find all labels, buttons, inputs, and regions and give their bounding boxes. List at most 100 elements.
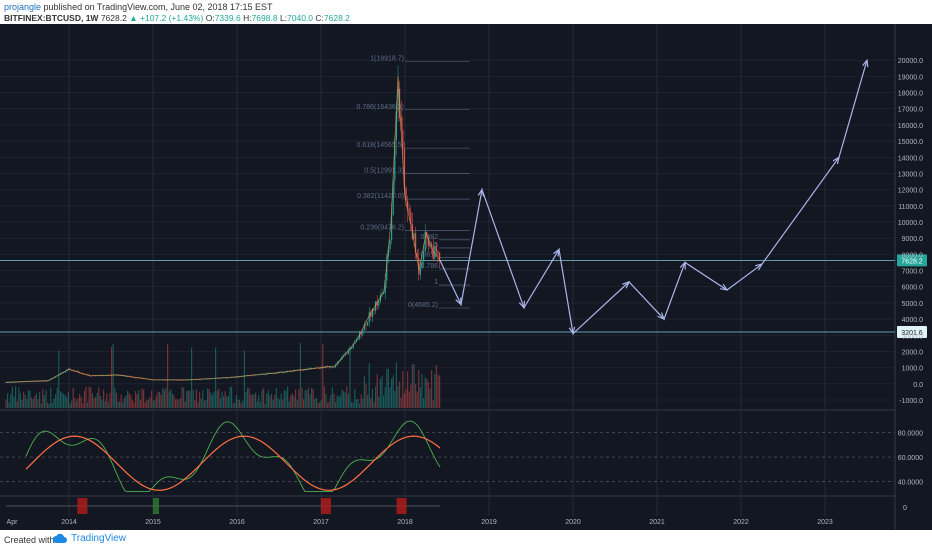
volume-bar <box>141 388 143 408</box>
volume-bar <box>291 393 293 408</box>
candle-body <box>346 353 348 354</box>
price-chart[interactable]: 7628.2 3201.6 1(19918.7) 0.786(16436.3) 0.6… <box>0 24 932 530</box>
tradingview-logo[interactable]: TradingView <box>52 533 126 544</box>
volume-bar <box>59 391 61 408</box>
volume-bar <box>189 390 191 408</box>
candle-body <box>394 139 396 181</box>
volume-bar <box>335 402 337 408</box>
volume-bar <box>336 395 338 408</box>
candle-body <box>357 338 359 340</box>
candle-body <box>437 251 439 253</box>
volume-bar <box>171 393 173 408</box>
volume-bar <box>261 389 263 408</box>
volume-bar <box>139 399 141 408</box>
volume-bar <box>219 398 221 408</box>
volume-bar <box>63 394 65 408</box>
candle-body <box>351 348 353 350</box>
volume-bar <box>299 342 301 408</box>
volume-bar <box>288 401 290 408</box>
volume-bar <box>93 397 95 408</box>
volume-bar <box>130 395 132 408</box>
volume-bar <box>69 403 71 408</box>
candle-body <box>283 372 285 374</box>
volume-bar <box>384 386 386 408</box>
volume-bar <box>439 375 441 408</box>
volume-bar <box>75 401 77 408</box>
volume-bar <box>327 402 329 408</box>
volume-bar <box>263 388 265 408</box>
volume-bar <box>16 401 18 408</box>
projection-arrowhead <box>518 300 526 310</box>
candle-body <box>34 381 36 382</box>
candle-body <box>368 312 370 323</box>
candle-body <box>375 301 377 311</box>
volume-bar <box>415 384 417 408</box>
candle-body <box>359 332 361 339</box>
volume-bar <box>320 400 322 408</box>
volume-bar <box>152 400 154 408</box>
volume-bar <box>234 402 236 408</box>
volume-bar <box>235 395 237 408</box>
chart-footer: Created with TradingView <box>0 530 932 550</box>
candle-body <box>362 330 364 335</box>
candle-body <box>391 214 393 240</box>
published-text: published on TradingView.com, June 02, 2… <box>43 2 273 12</box>
volume-bar <box>203 400 205 408</box>
projection-arrowhead <box>755 263 764 271</box>
author-link[interactable]: projangle <box>4 2 42 12</box>
volume-bar <box>347 393 349 408</box>
volume-bar <box>434 374 436 408</box>
volume-bar <box>375 386 377 408</box>
volume-bar <box>91 393 93 408</box>
candle-body <box>227 377 229 379</box>
candle-body <box>303 369 305 371</box>
volume-bar <box>202 390 204 408</box>
price-tick-label: 18000.0 <box>898 91 923 98</box>
candle-body <box>389 239 391 250</box>
candle-body <box>133 377 135 378</box>
volume-bar <box>322 344 324 408</box>
fib-retracement: 1(19918.7) 0.786(16436.3) 0.618(14565.5) 0.… <box>357 55 470 309</box>
volume-bar <box>277 397 279 408</box>
candle-body <box>106 375 108 377</box>
candle-body <box>11 382 13 383</box>
volume-bar <box>194 400 196 408</box>
candle-body <box>63 372 65 374</box>
price-axis[interactable]: 20000.0 19000.0 18000.0 17000.0 16000.0 15000… <box>898 58 923 405</box>
symbol-name: BITFINEX:BTCUSD, 1W <box>4 13 99 23</box>
time-tick-label: 2019 <box>481 519 497 526</box>
volume-bar <box>264 403 266 408</box>
fib-level-label: 1 <box>434 279 438 286</box>
volume-bar <box>87 402 89 408</box>
candle-body <box>32 381 34 382</box>
volume-bar <box>187 390 189 408</box>
candle-body <box>117 375 119 376</box>
time-tick-label: 2022 <box>733 519 749 526</box>
volume-bar <box>82 403 84 408</box>
volume-bar <box>248 388 250 408</box>
candle-body <box>208 378 210 380</box>
candle-body <box>10 382 12 383</box>
volume-bar <box>306 390 308 408</box>
low-value: 7040.0 <box>287 13 314 23</box>
candle-body <box>43 380 45 382</box>
open-value: 7339.6 <box>214 13 241 23</box>
volume-bar <box>34 396 36 408</box>
volume-bar <box>195 389 197 408</box>
price-moving-average <box>5 76 441 383</box>
volume-bar <box>35 393 37 408</box>
candle-body <box>39 381 41 382</box>
volume-bar <box>107 402 109 408</box>
volume-bar <box>207 388 209 408</box>
candle-body <box>402 130 404 149</box>
candle-body <box>408 208 410 212</box>
up-arrow-icon: ▲ <box>129 13 138 23</box>
candle-body <box>199 379 201 381</box>
candle-body <box>219 378 221 379</box>
volume-bar <box>157 391 159 408</box>
time-axis[interactable]: Apr 2014 2015 2016 2017 2018 2019 2020 2021 2022 2… <box>7 519 833 526</box>
candle-body <box>400 118 402 131</box>
price-level-label: 7628.2 <box>901 258 923 265</box>
time-tick-label: 2020 <box>565 519 581 526</box>
volume-bar <box>339 395 341 408</box>
